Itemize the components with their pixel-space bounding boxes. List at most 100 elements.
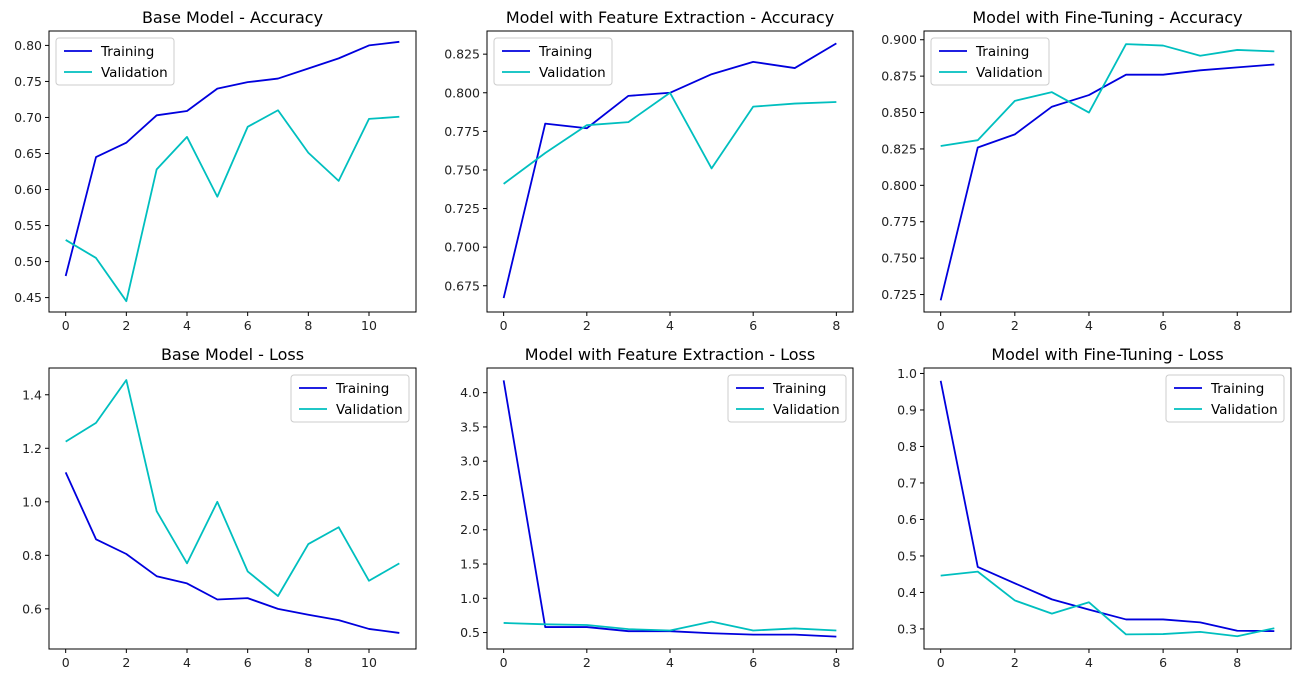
y-tick-label: 0.6 [22,601,42,616]
legend: Training Validation [727,374,847,423]
x-tick-label: 2 [583,655,591,670]
legend: Training Validation [290,374,410,423]
legend-box [290,374,410,423]
series-line-training [64,40,400,277]
y-tick-label: 1.4 [22,387,42,402]
series-line-validation [940,43,1275,147]
legend: Training Validation [930,37,1050,86]
x-tick-label: 0 [500,655,508,670]
y-tick-label: 0.800 [444,85,480,100]
x-tick-label: 6 [749,318,757,333]
x-tick-label: 4 [1085,318,1093,333]
x-tick-label: 10 [361,655,377,670]
x-tick-label: 2 [122,318,130,333]
plot-frame [923,367,1292,650]
y-tick-label: 0.700 [444,240,480,255]
x-tick-label: 10 [361,318,377,333]
y-tick-label: 0.675 [444,278,480,293]
x-tick-label: 8 [304,655,312,670]
x-tick-label: 8 [1233,655,1241,670]
x-tick-label: 6 [244,655,252,670]
chart-base-accuracy: Base Model - Accuracy 0 2 4 6 8 10 0.45 0.50 0.55… [14,8,417,333]
legend-label-validation: Validation [1211,402,1278,418]
plot-frame [48,30,417,313]
y-tick-label: 0.8 [897,439,917,454]
y-tick-label: 3.0 [460,454,480,469]
legend-label-training: Training [1210,381,1264,397]
y-tick-label: 0.775 [444,124,480,139]
legend: Training Validation [1165,374,1285,423]
x-tick-label: 4 [1085,655,1093,670]
y-tick-label: 0.775 [881,214,917,229]
series-line-validation [65,379,400,597]
x-tick-label: 2 [583,318,591,333]
legend-label-validation: Validation [773,402,840,418]
series-line-validation [940,570,1275,638]
x-tick-label: 8 [832,655,840,670]
y-tick-label: 0.6 [897,512,917,527]
chart-title: Model with Feature Extraction - Accuracy [506,8,834,27]
legend-label-training: Training [772,381,826,397]
legend-label-training: Training [100,44,154,60]
y-tick-label: 0.825 [444,47,480,62]
x-tick-label: 4 [666,318,674,333]
y-tick-label: 1.0 [22,494,42,509]
x-tick-label: 6 [1159,318,1167,333]
x-tick-label: 4 [183,655,191,670]
chart-title: Model with Fine-Tuning - Loss [991,345,1223,364]
legend-box [930,37,1050,86]
y-tick-label: 0.80 [14,38,42,53]
y-tick-label: 0.750 [881,251,917,266]
chart-finetune-loss: Model with Fine-Tuning - Loss 0 2 4 6 8 0.3 0.4… [897,345,1292,670]
plot-frame [923,30,1292,313]
series-line-validation [503,91,837,185]
x-tick-label: 0 [500,318,508,333]
x-tick-label: 6 [1159,655,1167,670]
chart-feature-loss: Model with Feature Extraction - Loss 0 2 4 6… [460,345,854,670]
y-tick-label: 0.55 [14,218,42,233]
y-tick-label: 0.70 [14,110,42,125]
x-tick-label: 0 [937,318,945,333]
y-tick-label: 0.850 [881,105,917,120]
legend-label-validation: Validation [539,65,606,81]
y-tick-label: 0.4 [897,585,917,600]
x-tick-label: 4 [666,655,674,670]
x-tick-label: 8 [832,318,840,333]
legend-box [493,37,613,86]
legend-box [727,374,847,423]
x-tick-label: 6 [244,318,252,333]
y-tick-label: 0.5 [897,548,917,563]
legend-label-training: Training [538,44,592,60]
y-tick-label: 2.5 [460,488,480,503]
y-tick-label: 1.0 [460,591,480,606]
legend-label-training: Training [975,44,1029,60]
chart-feature-accuracy: Model with Feature Extraction - Accuracy… [444,8,854,333]
y-tick-label: 2.0 [460,522,480,537]
chart-title: Base Model - Loss [161,345,304,364]
x-tick-label: 0 [62,655,70,670]
legend-box [55,37,175,86]
x-tick-label: 4 [183,318,191,333]
series-line-validation [503,620,837,632]
y-tick-label: 1.5 [460,557,480,572]
legend-label-validation: Validation [336,402,403,418]
series-line-training [939,63,1275,301]
y-tick-label: 1.2 [22,441,42,456]
chart-title: Model with Feature Extraction - Loss [525,345,815,364]
y-tick-label: 0.50 [14,254,42,269]
y-tick-label: 0.750 [444,162,480,177]
y-tick-label: 1.0 [897,366,917,381]
y-tick-label: 0.5 [460,625,480,640]
x-tick-label: 2 [1011,655,1019,670]
x-tick-label: 8 [304,318,312,333]
y-tick-label: 3.5 [460,419,480,434]
y-tick-label: 0.825 [881,141,917,156]
y-tick-label: 0.8 [22,548,42,563]
legend-label-validation: Validation [101,65,168,81]
x-tick-label: 0 [937,655,945,670]
series-line-training [64,471,400,634]
x-tick-label: 0 [62,318,70,333]
x-tick-label: 2 [1011,318,1019,333]
x-tick-label: 8 [1233,318,1241,333]
